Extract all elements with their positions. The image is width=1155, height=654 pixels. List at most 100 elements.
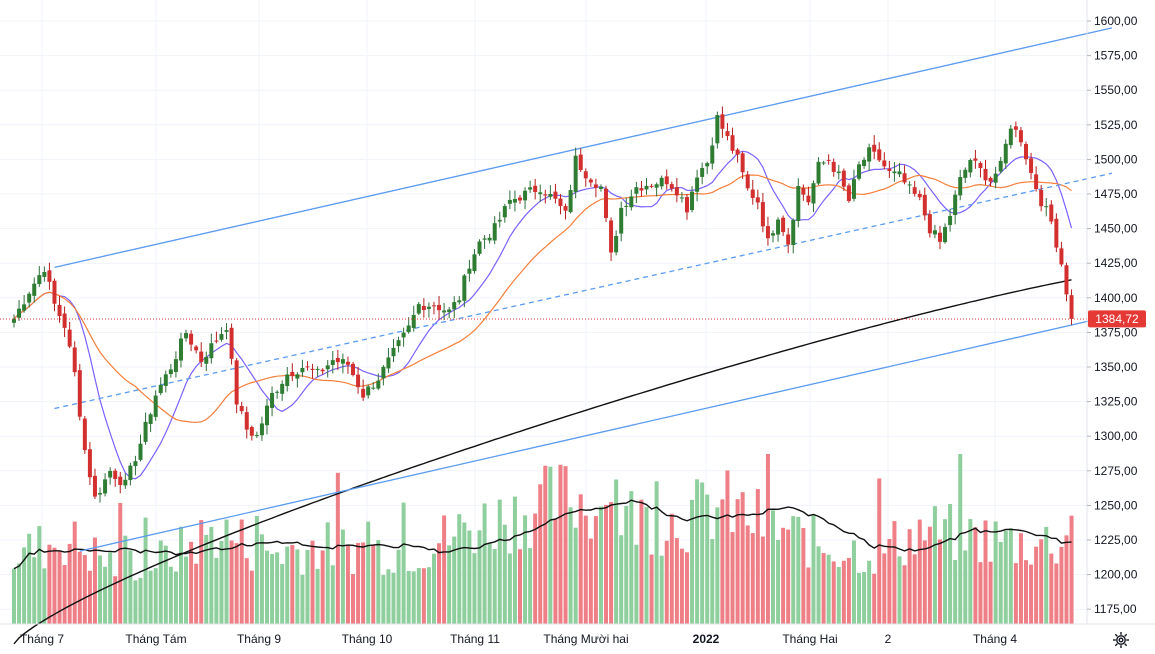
candle	[123, 473, 128, 489]
ma-medium-line	[13, 174, 1072, 423]
volume-bar	[1013, 563, 1018, 624]
candle	[745, 171, 750, 191]
volume-bar	[214, 557, 219, 624]
candle	[892, 162, 897, 182]
volume-bar	[452, 536, 457, 624]
volume-bar	[1003, 530, 1008, 624]
volume-bar	[335, 472, 340, 624]
y-axis[interactable]: 1600,00 1575,00 1550,00 1525,00 1500,00 1475,…	[1087, 14, 1138, 616]
trend-channel[interactable]	[54, 27, 1113, 552]
candle	[1018, 126, 1023, 147]
candle	[593, 178, 598, 198]
volume-bar	[315, 568, 320, 624]
candle	[401, 327, 406, 347]
channel-upper-line[interactable]	[54, 27, 1113, 268]
volume-bar	[776, 539, 781, 624]
volume-bar	[442, 515, 447, 624]
y-tick-label: 1550,00	[1094, 83, 1138, 97]
volume-bar	[725, 470, 730, 624]
volume-bar	[973, 527, 978, 624]
candle	[968, 158, 973, 178]
volume-bar	[851, 540, 856, 624]
candle	[948, 208, 953, 232]
volume-bar	[138, 577, 143, 624]
x-axis[interactable]: Tháng 7 Tháng Tám Tháng 9 Tháng 10 Tháng 11 T…	[20, 632, 1017, 646]
y-tick-label: 1500,00	[1094, 152, 1138, 166]
candle	[214, 331, 219, 344]
volume-bar	[87, 570, 92, 624]
candle	[209, 333, 214, 364]
volume-bar	[376, 540, 381, 624]
channel-middle-line[interactable]	[54, 172, 1113, 410]
volume-bar	[351, 574, 356, 624]
candle	[356, 366, 361, 394]
candle	[533, 178, 538, 200]
volume-bar	[867, 560, 872, 624]
candle	[113, 468, 118, 487]
candle	[305, 361, 310, 371]
candle	[917, 190, 922, 201]
candle	[244, 406, 249, 439]
candle	[927, 210, 932, 238]
volume-bar	[391, 572, 396, 624]
volume-bar	[993, 521, 998, 624]
candle	[796, 178, 801, 228]
volume-bar	[998, 541, 1003, 624]
candle	[118, 471, 123, 494]
candle	[765, 216, 770, 246]
volume-bar	[12, 568, 16, 624]
candle	[578, 148, 583, 172]
volume-bar	[426, 567, 431, 624]
candle	[609, 217, 614, 261]
volume-bar	[371, 544, 376, 624]
volume-bar	[700, 482, 705, 624]
volume-bar	[477, 530, 482, 624]
volume-bar	[163, 545, 168, 624]
candle	[345, 356, 350, 374]
candle	[846, 183, 851, 203]
candle	[421, 298, 426, 318]
volume-bar	[265, 550, 269, 624]
candle	[366, 384, 371, 399]
volume-bar	[740, 492, 745, 624]
volume-bar	[229, 540, 234, 624]
volume-bar	[462, 522, 467, 624]
candle	[280, 380, 285, 401]
volume-bar	[801, 527, 806, 624]
volume-bar	[189, 541, 194, 624]
volume-bar	[857, 572, 862, 624]
candle	[295, 372, 300, 388]
candle	[841, 168, 846, 191]
candle	[1034, 166, 1039, 192]
candle	[447, 306, 452, 319]
y-tick-label: 1575,00	[1094, 49, 1138, 63]
volume-bar	[361, 542, 366, 624]
x-tick-label: 2022	[693, 632, 720, 646]
volume-bar	[528, 548, 533, 624]
y-tick-label: 1450,00	[1094, 222, 1138, 236]
volume-bar	[902, 565, 907, 624]
candle	[148, 412, 153, 432]
candle	[700, 162, 705, 185]
candle	[442, 302, 447, 320]
volume-bar	[543, 465, 548, 624]
volume-bar	[1034, 546, 1039, 624]
volume-bar	[305, 549, 310, 624]
candle	[406, 317, 411, 334]
y-tick-label: 1600,00	[1094, 14, 1138, 28]
volume-bar	[128, 550, 133, 624]
candle	[826, 154, 831, 165]
channel-lower-line[interactable]	[79, 315, 1113, 552]
candle	[351, 361, 356, 377]
volume-bar	[629, 491, 634, 624]
candle	[902, 165, 907, 185]
candle	[604, 185, 609, 223]
volume-bar	[664, 540, 669, 624]
volume-bar	[745, 525, 750, 624]
candle	[249, 425, 254, 441]
settings-button[interactable]	[1113, 632, 1129, 648]
volume-bar	[563, 466, 568, 624]
candle	[619, 201, 624, 242]
candle	[381, 365, 386, 386]
